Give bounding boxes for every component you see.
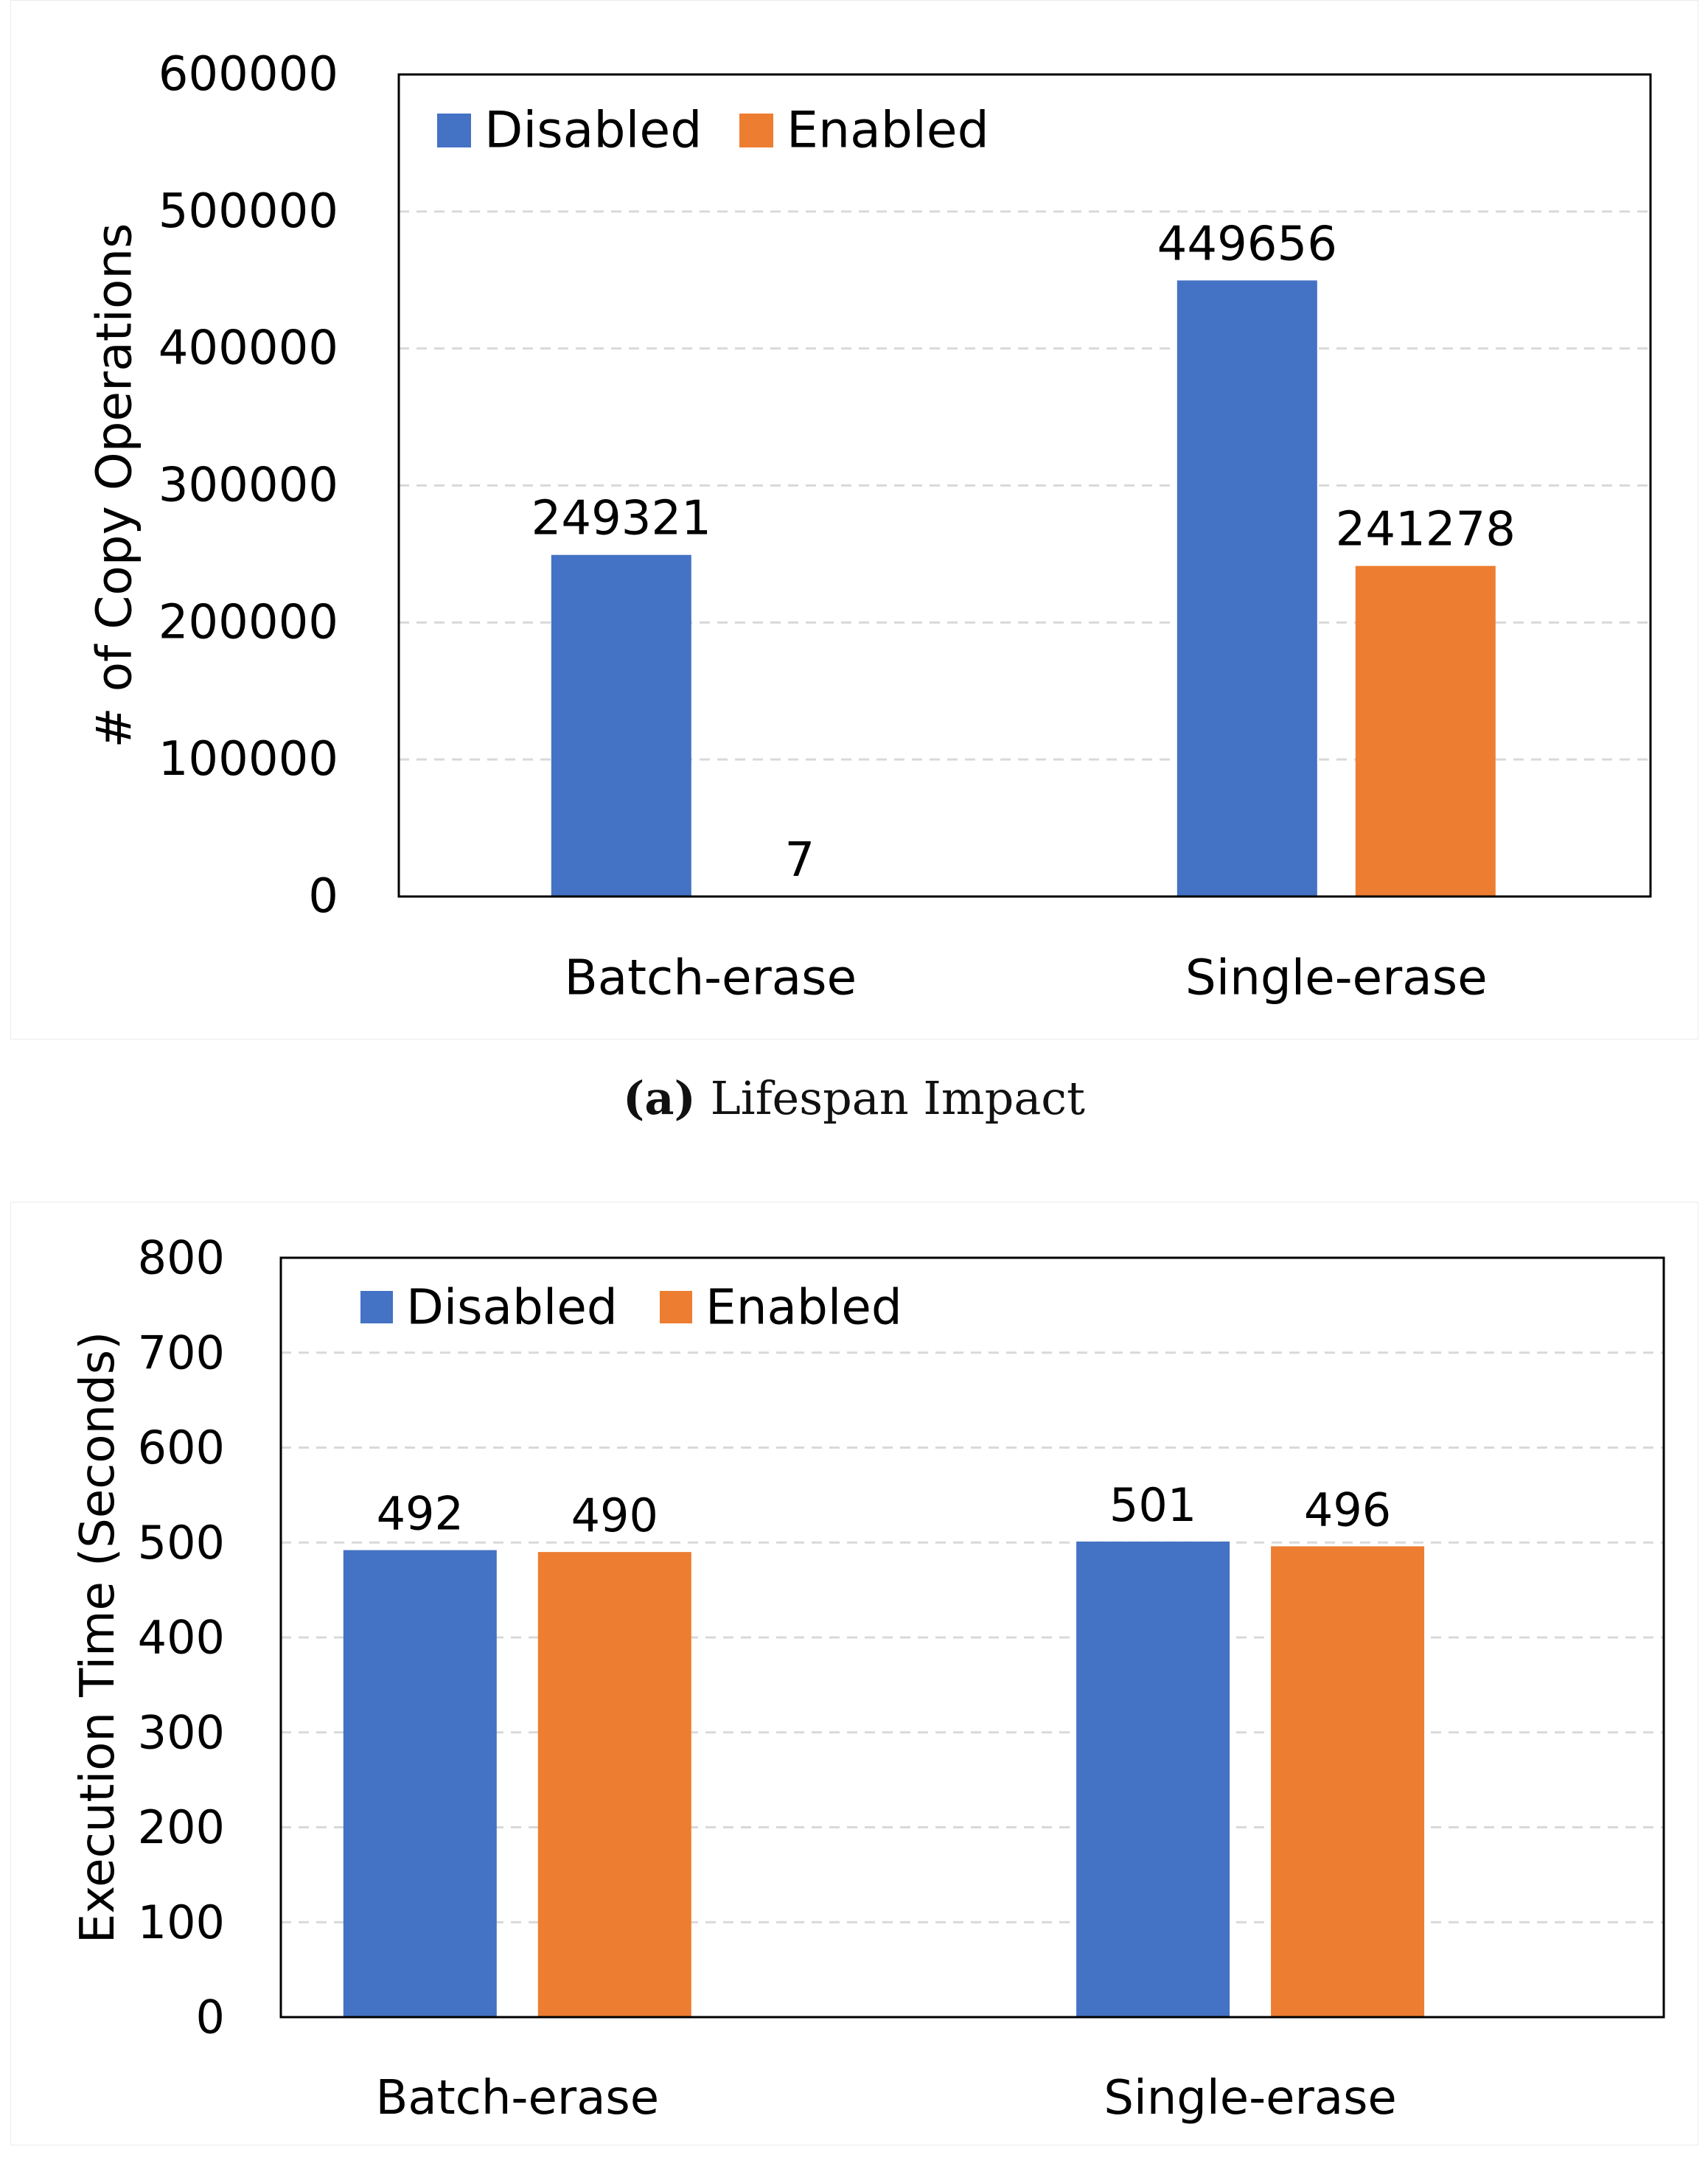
y-tick-label: 0 — [308, 869, 338, 924]
caption-label: (a) — [623, 1071, 696, 1125]
x-category-label: Batch-erase — [375, 2071, 659, 2126]
legend-label-disabled: Disabled — [484, 102, 702, 160]
x-category-label: Single-erase — [1104, 2071, 1396, 2126]
y-axis-title: # of Copy Operations — [86, 223, 143, 748]
data-label: 249321 — [531, 492, 711, 546]
data-label: 492 — [377, 1487, 464, 1541]
y-tick-label: 500 — [138, 1516, 225, 1570]
chart-panel-execution-time: 0 100 200 300 400 500 600 700 800 492 490 Batch-era… — [10, 1202, 1698, 2145]
y-tick-label: 700 — [138, 1326, 225, 1379]
y-tick-label: 800 — [138, 1231, 225, 1285]
chart-panel-lifespan: 0 100000 200000 300000 400000 500000 600000 249… — [10, 0, 1698, 1040]
y-tick-label: 100000 — [158, 732, 338, 787]
data-label: 449656 — [1157, 217, 1337, 271]
y-tick-label: 400 — [138, 1611, 225, 1665]
caption-text: Lifespan Impact — [710, 1071, 1085, 1125]
legend-label-disabled: Disabled — [406, 1279, 618, 1336]
legend-label-enabled: Enabled — [705, 1279, 902, 1336]
x-category-label: Batch-erase — [564, 950, 857, 1006]
plot-frame — [397, 73, 1652, 898]
bar-disabled-single-erase — [1076, 1541, 1230, 2017]
bar-enabled-single-erase — [1271, 1546, 1425, 2017]
data-label: 496 — [1304, 1483, 1391, 1536]
legend-label-enabled: Enabled — [787, 102, 989, 160]
data-label: 7 — [784, 833, 815, 888]
y-tick-label: 300000 — [158, 459, 338, 513]
data-label: 501 — [1109, 1478, 1196, 1532]
figure-caption-a: (a) Lifespan Impact — [0, 1069, 1708, 1128]
legend-swatch-disabled — [437, 114, 471, 147]
legend-swatch-enabled — [739, 114, 773, 147]
data-label: 490 — [571, 1489, 658, 1542]
bar-disabled-batch-erase — [343, 1550, 497, 2017]
y-tick-label: 600 — [138, 1421, 225, 1475]
lifespan-chart: 0 100000 200000 300000 400000 500000 600000 249… — [86, 47, 1652, 1006]
y-tick-label: 300 — [138, 1705, 225, 1759]
x-category-label: Single-erase — [1185, 950, 1488, 1006]
y-axis-title: Execution Time (Seconds) — [71, 1331, 125, 1943]
y-tick-label: 200000 — [158, 595, 338, 650]
bar-enabled-single-erase — [1355, 565, 1496, 897]
y-tick-label: 0 — [196, 1991, 225, 2044]
execution-time-chart: 0 100 200 300 400 500 600 700 800 492 490 Batch-era… — [71, 1231, 1665, 2126]
plot-frame — [279, 1256, 1665, 2019]
bar-enabled-batch-erase — [537, 1552, 691, 2017]
y-tick-label: 500000 — [158, 184, 338, 239]
y-tick-label: 100 — [138, 1895, 225, 1949]
data-label: 241278 — [1336, 503, 1516, 557]
bar-disabled-single-erase — [1177, 280, 1317, 897]
y-tick-label: 200 — [138, 1800, 225, 1854]
bar-disabled-batch-erase — [551, 554, 691, 897]
y-tick-label: 600000 — [158, 47, 338, 102]
legend-swatch-disabled — [360, 1291, 393, 1323]
legend-swatch-enabled — [660, 1291, 692, 1323]
y-tick-label: 400000 — [158, 321, 338, 376]
